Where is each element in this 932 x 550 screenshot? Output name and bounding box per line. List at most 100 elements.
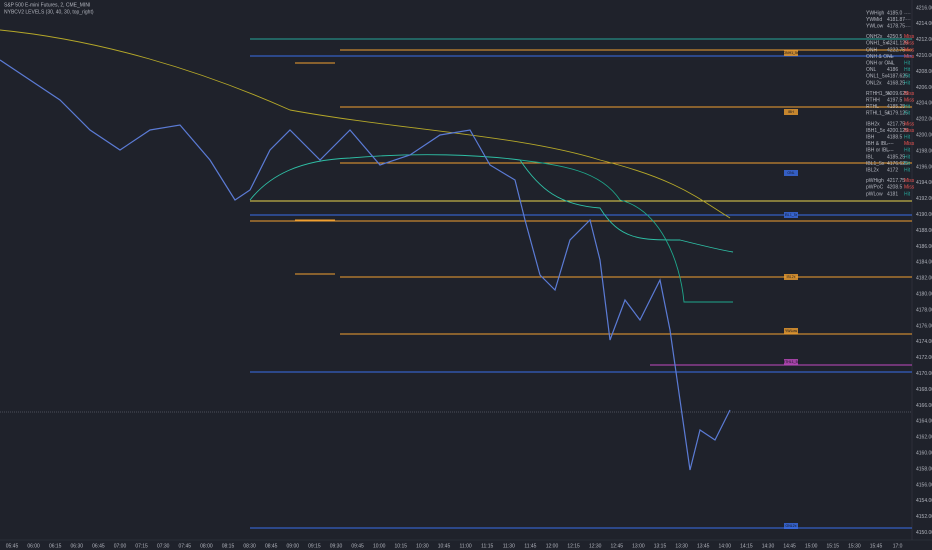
table-value: ---- [887,61,894,67]
table-status: Miss [904,98,915,104]
table-status: Hit [904,148,911,154]
table-status: Miss [904,128,915,134]
price-label: 4190.00 [916,212,932,218]
price-label: 4202.00 [916,117,932,123]
table-status: Miss [904,141,915,147]
time-label: 12:30 [589,543,602,549]
level-tag [784,170,798,176]
table-label: YWLow [866,24,884,30]
time-label: 13:30 [675,543,688,549]
table-value: 4188.5 [887,135,903,141]
table-value: 4185.25 [887,104,905,110]
table-status: Hit [904,154,911,160]
time-label: 07:15 [135,543,148,549]
level-tag [784,523,798,529]
vwap-line [0,29,731,219]
price-label: 4176.00 [916,323,932,329]
price-label: 4212.00 [916,37,932,43]
price-label: 4174.00 [916,339,932,345]
price-label: 4188.00 [916,228,932,234]
table-status: Hit [904,135,911,141]
table-value: 4187.625 [887,74,908,80]
price-label: 4214.00 [916,21,932,27]
table-label: IBL2x [866,168,879,174]
price-label: 4162.00 [916,435,932,441]
time-label: 10:45 [438,543,451,549]
time-label: 15:45 [870,543,883,549]
table-status: Hit [904,80,911,86]
time-label: 12:45 [611,543,624,549]
price-label: 4178.00 [916,307,932,313]
time-label: 14:30 [762,543,775,549]
table-label: ONL [866,67,877,73]
table-label: ONH1_5x [866,41,888,47]
table-label: RTHH1_5x [866,91,891,97]
table-label: RTHL1_5x [866,111,890,117]
level-tag [784,212,798,218]
table-value: ---- [887,54,894,60]
price-label: 4172.00 [916,355,932,361]
table-label: IBH1_5x [866,128,886,134]
table-value: 4168.25 [887,80,905,86]
dynamic: 05:45 06:00 06:15 06:30 06:45 07:00 07:15 07:30… [6,5,932,549]
time-label: 14:00 [719,543,732,549]
time-label: 06:30 [71,543,84,549]
level-label: IBL2x [787,275,796,279]
price-label: 4150.00 [916,530,932,536]
table-status: Miss [904,54,915,60]
table-value: 4209.625 [887,91,908,97]
time-label: 13:45 [697,543,710,549]
table-status: Hit [904,168,911,174]
price-label: 4152.00 [916,514,932,520]
table-status: Hit [904,74,911,80]
price-label: 4170.00 [916,371,932,377]
time-label: 07:00 [114,543,127,549]
price-label: 4164.00 [916,419,932,425]
time-label: 06:15 [49,543,62,549]
table-status: Hit [904,61,911,67]
time-label: 15:00 [805,543,818,549]
table-value: 4181 [887,191,898,197]
time-label: 12:00 [546,543,559,549]
table-label: IBH [866,135,875,141]
table-value: 4200.125 [887,128,908,134]
table-label: YWMid [866,17,882,23]
price-label: 4200.00 [916,133,932,139]
time-label: 05:45 [6,543,19,549]
table-status: Miss [904,91,915,97]
table-label: IBH or IBL [866,148,889,154]
table-status: Hit [904,111,911,117]
price-line [0,59,731,471]
table-value: ---- [887,148,894,154]
table-status: ---- [904,24,911,30]
level-tag [784,274,798,280]
table-value: 4217.75 [887,121,905,127]
time-label: 08:15 [222,543,235,549]
price-label: 4156.00 [916,482,932,488]
time-label: 07:45 [179,543,192,549]
indicator-title: NYBCV2 LEVELS (30, 40, 30, top_right) [4,9,94,15]
table-value: 4241.125 [887,41,908,47]
price-label: 4160.00 [916,451,932,457]
price-label: 4194.00 [916,180,932,186]
level-label: YWLow [785,329,798,333]
table-value: 4186 [887,67,898,73]
table-label: RTHH [866,98,880,104]
price-label: 4158.00 [916,466,932,472]
level-tag [784,50,798,56]
price-label: 4204.00 [916,101,932,107]
time-label: 10:30 [416,543,429,549]
table-status: Miss [904,185,915,191]
time-label: 15:15 [827,543,840,549]
table-value: 4185.0 [887,10,903,16]
time-label: 11:15 [481,543,493,549]
level-label: IBH [788,110,794,114]
table-status: ---- [904,10,911,16]
table-value: 4178.75 [887,24,905,30]
table-value: 4181.87 [887,17,905,23]
table-value: 4222.75 [887,47,905,53]
table-label: ONH & ONL [866,54,894,60]
table-value: 4250.5 [887,34,903,40]
price-label: 4166.00 [916,403,932,409]
